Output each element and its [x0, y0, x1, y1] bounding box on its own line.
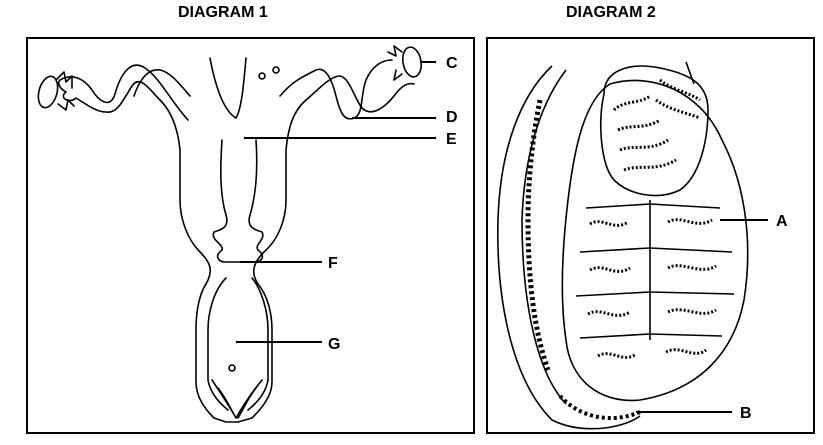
- label-d: D: [446, 109, 458, 126]
- diagram-2-leader-lines: [636, 219, 768, 413]
- testis-body: [561, 79, 749, 402]
- diagram-1-title: DIAGRAM 1: [178, 4, 268, 21]
- female-reproductive-tract: [37, 45, 423, 423]
- diagram-1-panel: [26, 37, 475, 434]
- label-e: E: [446, 131, 457, 148]
- right-oviduct: [279, 59, 393, 120]
- label-a: A: [776, 213, 788, 230]
- cervical-canal: [212, 139, 264, 263]
- right-ovary: [401, 46, 423, 78]
- epididymis-head: [600, 65, 709, 197]
- label-c: C: [446, 55, 458, 72]
- label-b: B: [740, 405, 752, 422]
- vas-deferens: [685, 61, 695, 85]
- label-g: G: [328, 336, 340, 353]
- epididymis-coil-band: [525, 99, 551, 371]
- left-fimbriae: [55, 71, 75, 111]
- left-ovary: [37, 75, 59, 109]
- seminiferous-tubule-coils: [587, 218, 717, 359]
- uterus-outline: [57, 64, 415, 423]
- testis-lobules: [575, 200, 735, 340]
- vaginal-canal: [207, 277, 269, 411]
- diagram-1-leader-lines: [236, 61, 436, 343]
- epididymis-head-coils: [612, 78, 701, 172]
- testis-section: [497, 61, 749, 430]
- epididymis-outer-wall: [497, 65, 641, 430]
- right-fimbriae: [387, 45, 403, 81]
- vulva: [211, 379, 263, 419]
- epididymis-inner-wall: [521, 69, 567, 405]
- small-circle: [272, 66, 280, 74]
- diagram-2-title: DIAGRAM 2: [566, 4, 656, 21]
- label-f: F: [328, 255, 338, 272]
- epididymis-tail: [558, 394, 641, 420]
- small-circle: [228, 364, 236, 372]
- small-circle: [258, 72, 266, 80]
- left-oviduct: [133, 69, 191, 97]
- uterine-fundus: [209, 57, 247, 119]
